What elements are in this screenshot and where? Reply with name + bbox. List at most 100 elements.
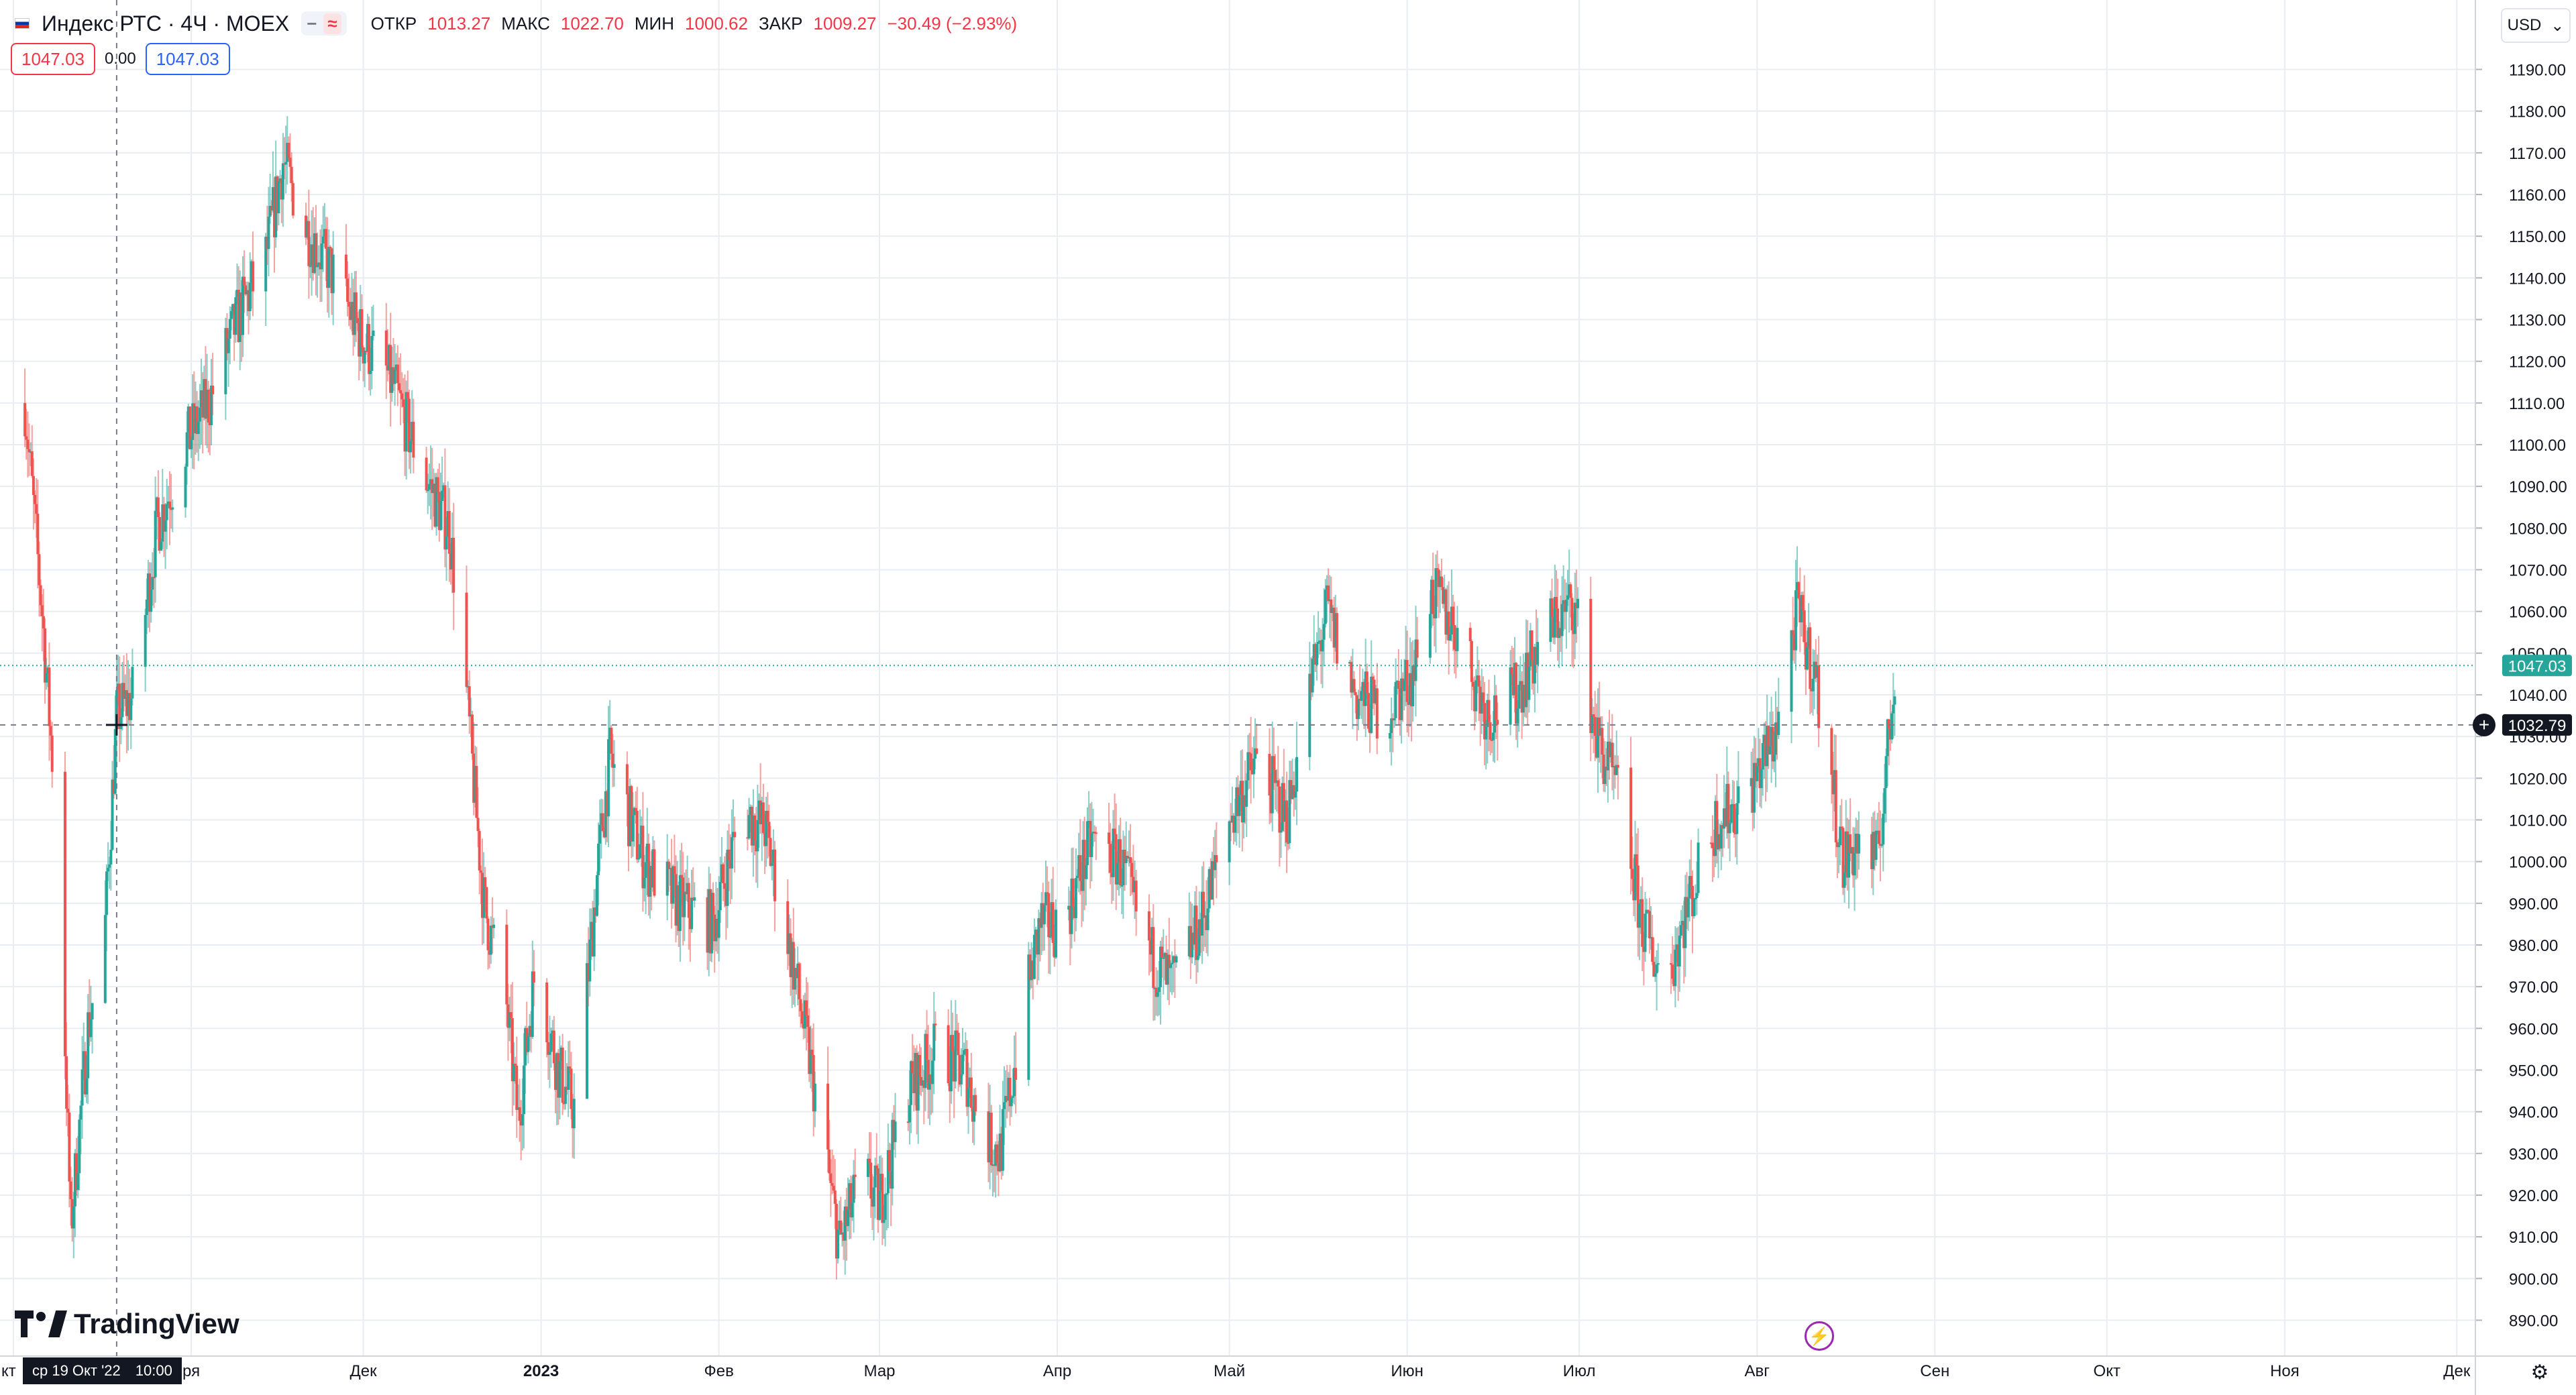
candle-body xyxy=(1792,635,1796,651)
currency-selector[interactable]: USD ⌄ xyxy=(2501,8,2571,43)
candle-body xyxy=(1069,905,1072,934)
candle-body xyxy=(1348,661,1352,664)
last-price-badge xyxy=(2502,655,2572,677)
candle-body xyxy=(1351,679,1354,693)
y-tick-label: 1090.00 xyxy=(2509,478,2567,496)
candle-body xyxy=(1693,899,1696,917)
candle-body xyxy=(1486,700,1489,727)
candle-body xyxy=(601,813,604,831)
candle-body xyxy=(1448,634,1452,640)
minus-icon[interactable]: − xyxy=(307,13,317,34)
candle-body xyxy=(718,882,722,911)
candle-body xyxy=(564,1086,567,1104)
candle-body xyxy=(131,667,134,699)
candle-body xyxy=(1635,854,1638,866)
candle-body xyxy=(908,1105,911,1123)
candle-body xyxy=(894,1121,897,1142)
candle-body xyxy=(1083,840,1086,879)
candle-body xyxy=(795,968,798,979)
candle-body xyxy=(109,850,113,864)
candle-body xyxy=(1268,753,1271,795)
candle-body xyxy=(552,1030,555,1064)
candle-body xyxy=(1214,855,1217,871)
candle-body xyxy=(1407,702,1410,706)
candle-body xyxy=(75,1153,78,1190)
candle-body xyxy=(786,901,790,954)
candle-body xyxy=(429,479,433,484)
candle-body xyxy=(386,365,389,371)
candle-body xyxy=(987,1111,990,1163)
candle-body xyxy=(1485,726,1488,740)
close-value: 1009.27 xyxy=(813,13,877,34)
sell-price-button[interactable]: 1047.03 xyxy=(11,43,95,75)
x-tick-label: Авг xyxy=(1744,1362,1770,1380)
candle-body xyxy=(527,1036,530,1052)
approx-icon[interactable]: ≈ xyxy=(323,13,341,34)
candle-body xyxy=(747,815,751,839)
candle-body xyxy=(687,883,690,918)
candle-body xyxy=(1354,691,1357,695)
open-label: ОТКР xyxy=(370,13,417,34)
y-tick-label: 930.00 xyxy=(2509,1146,2558,1164)
candle-body xyxy=(1230,816,1234,823)
tradingview-logo[interactable]: TradingView xyxy=(15,1308,239,1340)
candle-body xyxy=(1797,581,1801,598)
candle-body xyxy=(247,290,250,311)
candle-body xyxy=(425,457,428,490)
candle-body xyxy=(1831,775,1835,795)
candle-body xyxy=(1355,695,1358,720)
candle-body xyxy=(1080,881,1083,891)
visibility-toggle[interactable]: − ≈ xyxy=(301,11,347,36)
candle-body xyxy=(198,407,201,422)
candle-body xyxy=(1770,726,1773,746)
symbol-title[interactable]: Индекс РТС · 4Ч · MOEX xyxy=(42,11,290,36)
candle-body xyxy=(284,162,288,165)
crosshair-time: 10:00 xyxy=(135,1362,172,1379)
candle-body xyxy=(848,1183,851,1210)
candle-body xyxy=(729,860,732,869)
candle-body xyxy=(1053,942,1056,958)
candle-body xyxy=(1093,832,1096,834)
candle-body xyxy=(670,868,674,904)
candle-body xyxy=(231,304,235,311)
candle-body xyxy=(1269,795,1273,814)
lightning-icon[interactable]: ⚡ xyxy=(1805,1321,1834,1351)
candle-body xyxy=(712,893,715,915)
candle-body xyxy=(771,849,775,863)
y-tick-label: 1120.00 xyxy=(2509,353,2566,372)
candle-body xyxy=(188,406,191,449)
candle-body xyxy=(1761,742,1764,770)
candle-body xyxy=(350,302,354,321)
candle-body xyxy=(392,367,395,384)
candle-body xyxy=(1287,842,1290,844)
candle-body xyxy=(973,1095,976,1122)
candle-body xyxy=(270,205,273,211)
candle-body xyxy=(928,1074,931,1090)
candle-body xyxy=(1004,1096,1008,1103)
candle-body xyxy=(926,1060,930,1090)
candle-body xyxy=(118,683,121,729)
candle-body xyxy=(1208,869,1211,909)
candle-body xyxy=(1153,987,1157,989)
candle-body xyxy=(1480,692,1483,714)
currency-label: USD xyxy=(2507,16,2542,34)
candle-body xyxy=(842,1232,845,1241)
candle-body xyxy=(803,1000,806,1029)
candle-body xyxy=(931,1060,934,1084)
candle-body xyxy=(1686,898,1690,917)
buy-price-button[interactable]: 1047.03 xyxy=(145,43,230,75)
y-tick-label: 970.00 xyxy=(2509,979,2558,997)
candle-body xyxy=(88,1012,91,1038)
candle-body xyxy=(1335,613,1338,664)
gear-icon[interactable]: ⚙ xyxy=(2530,1361,2549,1384)
candle-body xyxy=(1242,795,1245,823)
candle-body xyxy=(1611,742,1614,768)
plus-circle-icon[interactable]: + xyxy=(2473,713,2496,736)
candle-body xyxy=(1516,708,1519,724)
candle-body xyxy=(1601,728,1604,755)
candle-body xyxy=(1456,628,1459,651)
candle-body xyxy=(1483,703,1487,740)
candle-body xyxy=(1592,714,1595,718)
